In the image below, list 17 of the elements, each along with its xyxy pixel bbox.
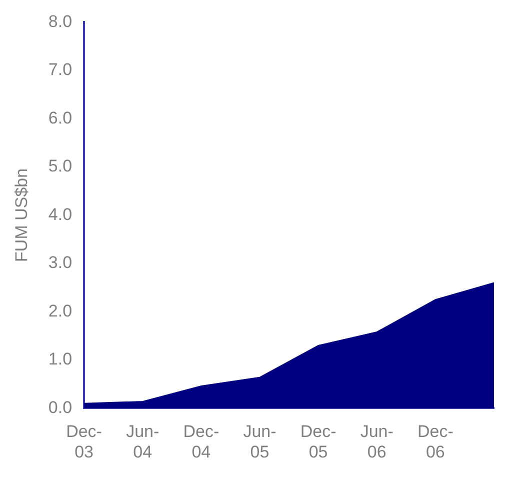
y-tick-label: 5.0 <box>48 156 72 176</box>
x-tick-label: Jun-05 <box>243 422 276 462</box>
x-tick-label: Dec-05 <box>300 422 336 462</box>
y-tick-label: 1.0 <box>48 350 72 369</box>
x-tick-label: Jun-06 <box>360 422 394 462</box>
x-tick-label: Dec-03 <box>66 422 102 462</box>
y-tick-label: 8.0 <box>48 12 72 31</box>
y-tick-label: 3.0 <box>48 253 72 272</box>
y-tick-label: 2.0 <box>48 301 72 320</box>
x-tick-label: Dec-06 <box>417 422 454 462</box>
y-tick-label: 4.0 <box>48 204 72 224</box>
x-tick-label: Dec-04 <box>183 422 220 462</box>
x-tick-label: Jun-04 <box>126 422 160 462</box>
y-tick-label: 6.0 <box>48 108 72 128</box>
y-axis-title: FUM US$bn <box>12 168 31 262</box>
y-tick-label: 7.0 <box>48 60 72 80</box>
y-tick-label: 0.0 <box>48 398 72 417</box>
